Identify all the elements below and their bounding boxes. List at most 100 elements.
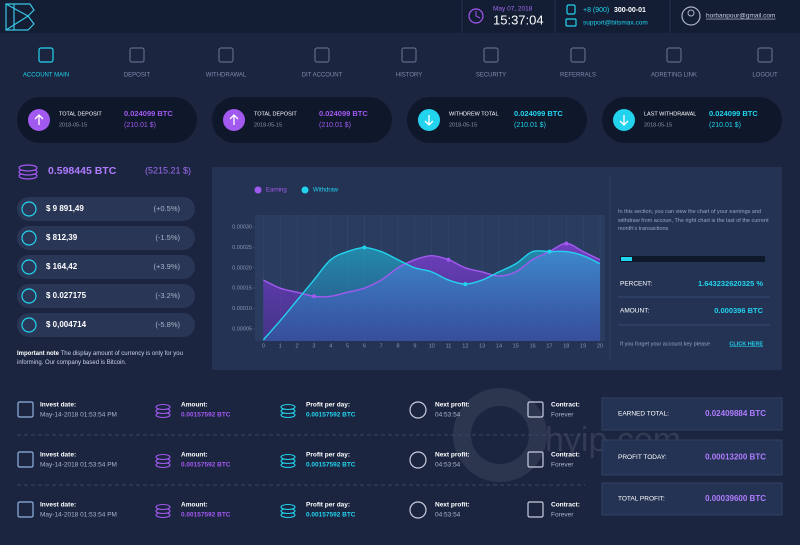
nav-item[interactable]: HISTORY (396, 73, 422, 79)
stat-label: TOTAL DEPOSIT (254, 111, 297, 117)
invest-label: Profit per day: (306, 402, 350, 409)
header-time: 15:37:04 (493, 12, 544, 27)
nav-icon (401, 47, 417, 63)
stat-btc: 0.024099 BTC (124, 109, 173, 118)
chart-info-text: In this section, you can view the chart … (618, 208, 773, 234)
nav-icon (570, 47, 586, 63)
nav-icon (666, 47, 682, 63)
invest-label: Next profit: (435, 402, 470, 409)
support-email: support@bitsmax.com (583, 20, 648, 27)
legend-dot (254, 186, 262, 194)
invest-value: 04:53:54 (435, 462, 461, 469)
stat-arrow (424, 115, 434, 126)
series-line (263, 242, 601, 298)
invest-label: Contract: (551, 452, 580, 459)
user-email[interactable]: horbanpour@gmail.com (706, 13, 775, 20)
summary-box (601, 397, 783, 431)
phone-prefix: +8 (900) (583, 7, 609, 14)
coin-value: $ 812,39 (46, 233, 78, 242)
nav-item[interactable]: WITHDRAWAL (206, 73, 247, 79)
nav-item[interactable]: LOGOUT (752, 73, 778, 79)
coin-icon (21, 201, 37, 217)
x-tick-label: 20 (597, 343, 603, 349)
point-marker (311, 294, 316, 299)
invest-value: 0.00157592 BTC (181, 462, 231, 469)
click-here-link[interactable]: CLICK HERE (729, 341, 763, 347)
invest-value: 04:53:54 (435, 512, 461, 519)
header-bar (0, 0, 800, 33)
x-tick-label: 15 (513, 343, 519, 349)
wallet-usd: (5215.21 $) (145, 165, 191, 175)
nav-icon (38, 47, 54, 63)
coin-value: $ 164,42 (46, 262, 78, 271)
progress-fill (621, 257, 632, 261)
invest-label: Amount: (181, 502, 208, 509)
percent-label: PERCENT: (620, 281, 652, 288)
stat-btc: 0.024099 BTC (709, 109, 758, 118)
invest-label: Next profit: (435, 502, 470, 509)
legend-label: Withdraw (313, 188, 339, 194)
nav-item[interactable]: REFERRALS (560, 73, 596, 79)
x-tick-label: 3 (312, 343, 315, 349)
x-tick-label: 8 (396, 343, 399, 349)
stat-date: 2018-05-15 (449, 122, 477, 128)
contract-icon (527, 451, 544, 468)
invest-label: Profit per day: (306, 452, 350, 459)
stat-card (17, 97, 197, 143)
x-tick-label: 1 (279, 343, 282, 349)
coin-icon (21, 230, 37, 246)
nav-item[interactable]: DEPOSIT (124, 73, 151, 79)
invest-value: Forever (551, 462, 574, 469)
x-tick-label: 2 (296, 343, 299, 349)
nav-item[interactable]: DIT ACCOUNT (302, 73, 343, 79)
amount-label: AMOUNT: (620, 308, 649, 315)
x-tick-label: 12 (462, 343, 468, 349)
invest-label: Contract: (551, 402, 580, 409)
summary-label: EARNED TOTAL: (618, 411, 669, 418)
stat-usd: (210.01 $) (709, 122, 741, 129)
area-fill (263, 247, 600, 341)
summary-box (601, 439, 783, 476)
phone-icon (566, 4, 576, 15)
nav-item[interactable]: SECURITY (476, 73, 506, 79)
coin-stack (155, 503, 171, 511)
nav-icon (129, 47, 145, 63)
invest-label: Invest date: (40, 502, 76, 509)
nav-item[interactable]: ADRETING LINK (651, 73, 697, 79)
stat-label: WITHDREW TOTAL (449, 111, 499, 117)
coin-icon (21, 288, 37, 304)
calendar-icon (17, 401, 34, 418)
mail-icon (565, 18, 577, 27)
clock-icon (409, 451, 427, 469)
nav-icon (314, 47, 330, 63)
x-tick-label: 13 (479, 343, 485, 349)
amount-value: 0.000396 BTC (714, 306, 763, 315)
note-title: Important note (17, 351, 59, 357)
info-footer: If you forget your account key please (620, 341, 710, 347)
stat-arrow (229, 114, 239, 125)
invest-value: 0.00157592 BTC (306, 462, 356, 469)
summary-box (601, 482, 783, 516)
point-marker (446, 257, 451, 262)
invest-value: Forever (551, 412, 574, 419)
coin-value: $ 9 891,49 (46, 204, 84, 213)
coin-change: (-1.5%) (155, 233, 180, 242)
invest-label: Next profit: (435, 452, 470, 459)
clock-icon (409, 401, 427, 419)
clock-icon (409, 501, 427, 519)
phone-number: 300-00-01 (614, 7, 646, 14)
x-tick-label: 19 (580, 343, 586, 349)
coin-row (17, 226, 195, 250)
stat-arrow (619, 115, 629, 126)
nav-icon (483, 47, 499, 63)
x-tick-label: 7 (380, 343, 383, 349)
clock-icon (468, 8, 484, 24)
coin-value: $ 0,004714 (46, 320, 87, 329)
nav-item[interactable]: ACCOUNT MAIN (23, 73, 69, 79)
contract-icon (527, 501, 544, 518)
coin-stack (280, 453, 296, 461)
important-note: Important note The display amount of cur… (17, 351, 183, 366)
x-tick-label: 16 (530, 343, 536, 349)
coin-stack (18, 164, 38, 172)
